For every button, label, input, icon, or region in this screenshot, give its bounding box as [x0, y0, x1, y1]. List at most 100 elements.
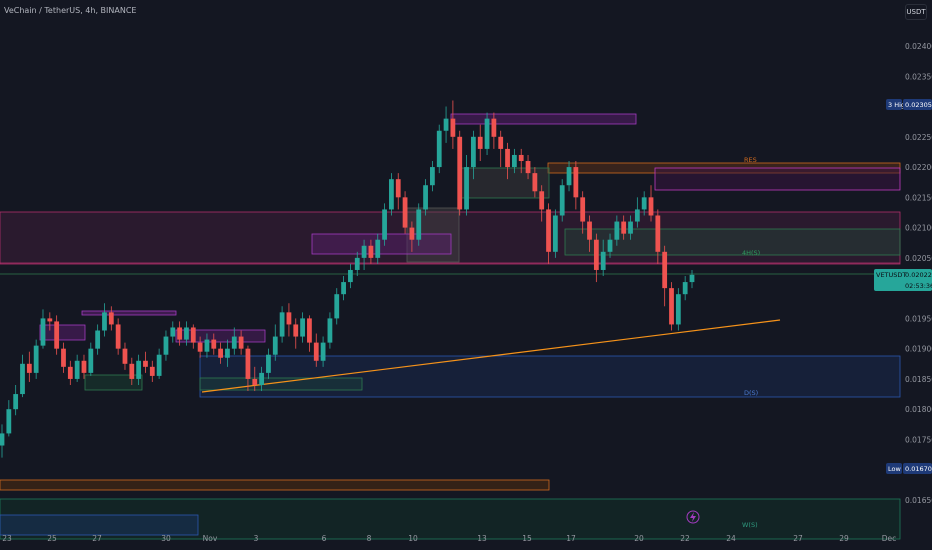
candle-down [662, 251, 668, 289]
low-zone-orange [0, 479, 550, 491]
candle-up [354, 257, 360, 270]
candle-down [313, 342, 319, 361]
candle-down [498, 136, 504, 149]
time-tick-label: 30 [161, 534, 171, 543]
candle-down [245, 348, 251, 379]
weekly-blue-box [0, 514, 199, 536]
candle-up [225, 348, 230, 358]
candle-up [552, 215, 558, 252]
candle-up [443, 118, 449, 131]
candle-up [375, 239, 381, 258]
candle-up [470, 136, 476, 168]
zone-label-res: RES [744, 156, 757, 164]
candle-down [587, 221, 592, 240]
low-level-value: 0.01670 [905, 465, 932, 473]
price-tick-label: 0.01650 [905, 496, 932, 505]
time-axis[interactable]: 23 25 27 30 Nov 3 6 8 10 13 15 17 20 22 24 27 29 Dec [2, 534, 896, 543]
candle-up [382, 209, 387, 240]
candle-up [184, 327, 189, 340]
ob-green-left [84, 374, 143, 391]
candle-up [327, 318, 333, 343]
time-tick-label: 10 [408, 534, 418, 543]
candle-down [457, 136, 463, 210]
time-tick-label: 20 [634, 534, 644, 543]
candle-up [156, 354, 162, 376]
weekly-support-zone [0, 498, 901, 540]
time-tick-label: 13 [477, 534, 487, 543]
candle-up [361, 245, 367, 258]
candle-up [389, 179, 394, 210]
candle-up [20, 363, 25, 395]
candle-up [204, 339, 210, 352]
low-level-label: Low [888, 465, 901, 473]
candle-down [648, 197, 654, 216]
candle-down [108, 312, 114, 325]
currency-unit-button[interactable]: USDT [905, 4, 927, 20]
candle-up [464, 167, 469, 210]
candle-down [54, 321, 60, 349]
candle-down [115, 324, 121, 349]
candle-down [177, 327, 183, 340]
candle-down [621, 221, 627, 234]
candle-down [669, 288, 674, 325]
candle-up [614, 221, 620, 240]
candle-up [675, 294, 681, 325]
candle-up [607, 239, 613, 252]
res-zone-purple-right [654, 167, 901, 191]
candle-down [532, 173, 538, 192]
current-price-value: 0.02022 [905, 271, 932, 279]
candle-up [231, 336, 237, 349]
candle-up [300, 318, 305, 337]
time-tick-label: 25 [47, 534, 57, 543]
candle-down [505, 148, 510, 168]
candle-up [682, 282, 688, 295]
current-price-tag: VETUSDT 0.02022 02:53:36 [874, 269, 932, 291]
candle-down [129, 363, 135, 379]
candle-down [409, 227, 415, 240]
candle-down [368, 245, 374, 258]
time-tick-label: 23 [2, 534, 12, 543]
trendline[interactable] [201, 319, 781, 393]
time-tick-label: 24 [726, 534, 736, 543]
candle-up [279, 312, 285, 337]
candle-down [525, 161, 531, 174]
ob-purple-nov [175, 329, 266, 343]
ob-grey [406, 207, 460, 263]
candle-down [395, 179, 401, 198]
candle-up [430, 167, 435, 186]
candle-layer [0, 100, 695, 458]
candle-up [348, 269, 353, 283]
candle-down [122, 348, 128, 364]
candle-down [81, 360, 87, 373]
time-tick-label: 6 [322, 534, 327, 543]
candle-up [436, 130, 442, 168]
candle-down [539, 191, 545, 210]
high-level-value: 0.02305 [905, 101, 932, 109]
candle-up [484, 118, 490, 149]
candle-up [511, 154, 517, 168]
candle-down [47, 318, 53, 322]
lightning-icon[interactable] [686, 510, 700, 524]
support-zone-4h [564, 228, 901, 256]
candle-up [320, 342, 326, 361]
candle-down [546, 209, 551, 252]
zone-label-d: D(S) [744, 389, 758, 397]
ob-purple-left2 [81, 310, 177, 316]
candle-up [95, 330, 101, 349]
chart-title: VeChain / TetherUS, 4h, BINANCE [4, 6, 137, 15]
candle-up [163, 336, 169, 355]
time-tick-label: 27 [793, 534, 803, 543]
time-tick-label: Nov [203, 534, 218, 543]
candle-down [238, 336, 244, 349]
candle-down [286, 312, 292, 325]
candle-down [307, 318, 312, 343]
support-zone-daily [199, 355, 901, 398]
